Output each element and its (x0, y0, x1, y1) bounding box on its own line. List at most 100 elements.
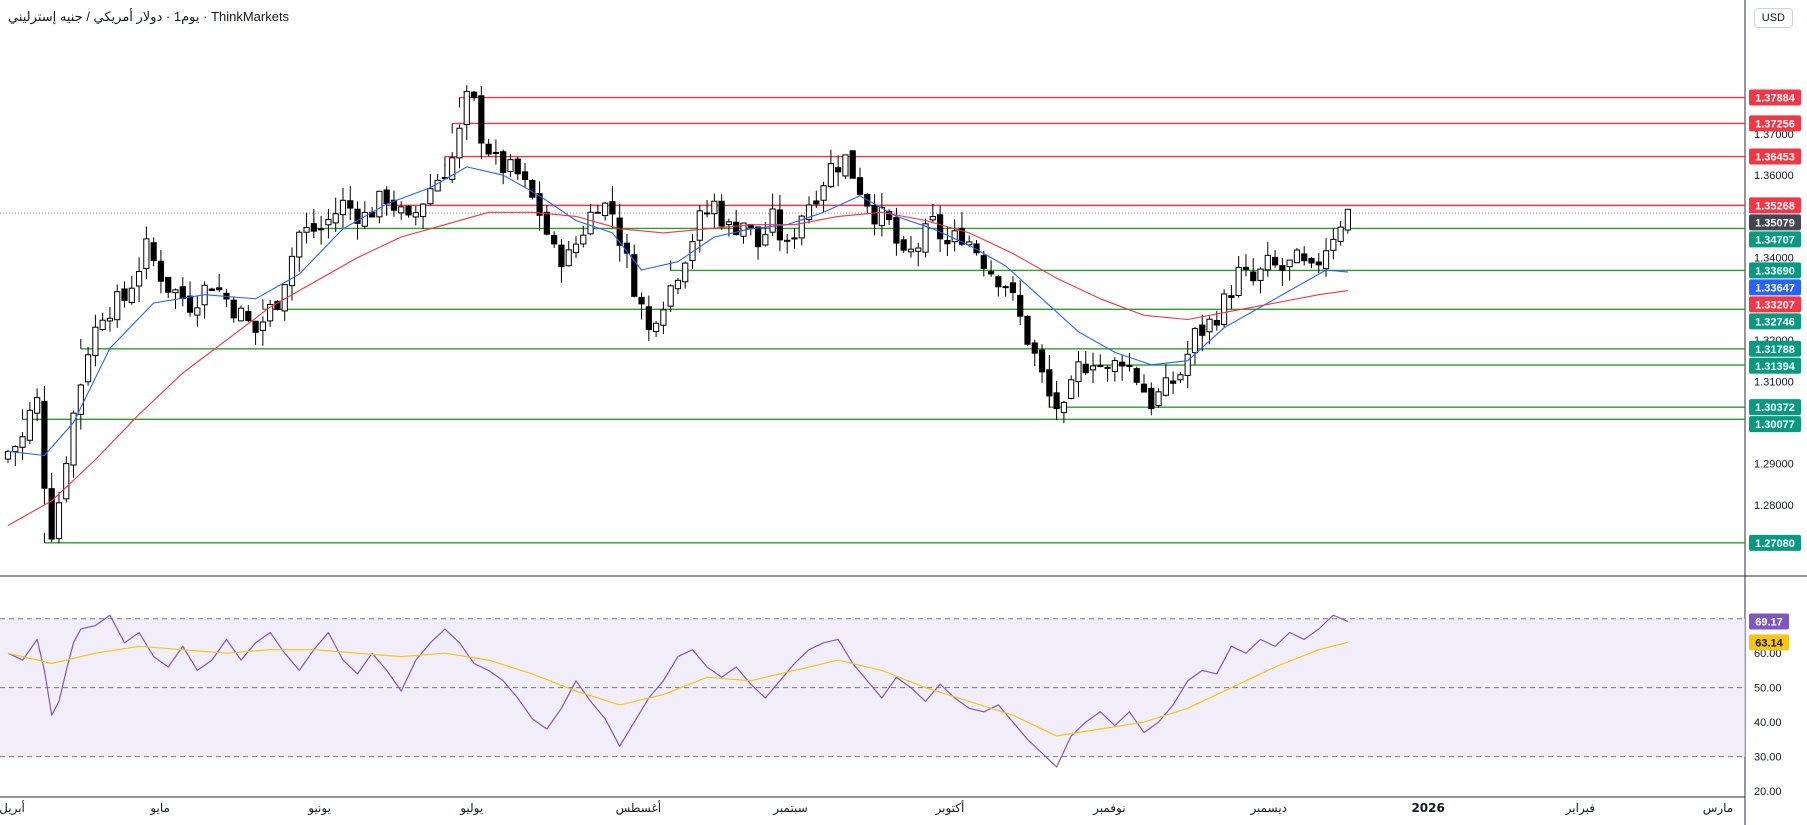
candle-body (310, 223, 317, 232)
candle-body (172, 289, 179, 294)
candle (674, 277, 682, 295)
candle (106, 307, 114, 332)
candle-body (849, 150, 856, 179)
candle (616, 204, 623, 262)
candle-body (572, 243, 580, 254)
candle (900, 236, 907, 254)
candle-body (63, 463, 70, 500)
candle-body (1162, 377, 1169, 396)
candle-body (318, 228, 325, 231)
candle (1315, 253, 1322, 273)
candle (1060, 400, 1067, 424)
currency-button[interactable]: USD (1753, 8, 1793, 28)
badge-text: 1.33207 (1755, 299, 1795, 311)
candle-body (580, 234, 587, 245)
time-tick-label: مارس (1703, 801, 1734, 816)
badge-text: 1.36453 (1755, 152, 1795, 164)
candle-body (419, 203, 427, 218)
candle-body (871, 204, 878, 225)
candle (281, 284, 288, 321)
badge-bg (1749, 313, 1801, 330)
candle-body (339, 199, 347, 216)
candle (805, 196, 813, 224)
candle (543, 205, 550, 236)
candle (85, 347, 92, 386)
rsi-badge: 63.14 (1749, 634, 1789, 651)
candle-body (485, 143, 492, 155)
candle (456, 124, 463, 169)
candle-body (194, 307, 201, 316)
candle (507, 154, 514, 178)
candle-body (1053, 392, 1060, 410)
badge-bg (1749, 262, 1801, 279)
badge-text: 1.35268 (1755, 200, 1795, 212)
time-tick-label: نوفمبر (1092, 801, 1125, 816)
ma_slow-line (7, 211, 1348, 526)
candle-body (347, 200, 354, 209)
badge-text: 1.33690 (1755, 265, 1795, 277)
candle (754, 226, 762, 260)
candle-body (470, 91, 478, 99)
candle-body (92, 326, 99, 357)
candle-body (769, 208, 776, 233)
candle-body (565, 249, 572, 267)
candle (1119, 355, 1126, 381)
rsi_ma-line (7, 641, 1349, 737)
candle-body (288, 255, 296, 287)
price-badge: 1.33647 (1749, 279, 1801, 296)
candle-body (1301, 253, 1308, 262)
candle-body (376, 190, 383, 218)
candle (572, 236, 580, 258)
candle (70, 410, 77, 478)
candle-body (922, 223, 929, 253)
candle (318, 215, 325, 245)
time-tick-label: أكتوبر (935, 800, 965, 816)
candle (1177, 372, 1184, 383)
candle (114, 284, 121, 328)
candle (1191, 327, 1199, 365)
badge-bg (1749, 340, 1801, 357)
candle-body (1097, 364, 1104, 367)
candle-body (245, 311, 252, 322)
candle-body (1060, 401, 1067, 414)
candle-body (602, 202, 609, 217)
candle-body (412, 212, 419, 218)
candle (347, 186, 354, 221)
candle (485, 138, 492, 157)
candle (711, 193, 718, 228)
candle-body (900, 239, 907, 251)
candle (492, 139, 499, 165)
candle (296, 230, 303, 272)
candle (1133, 366, 1140, 386)
time-tick-label: سبتمبر (772, 801, 807, 816)
candle (390, 190, 398, 217)
candle (660, 301, 667, 335)
candle-body (1250, 271, 1257, 282)
candle-body (216, 287, 223, 291)
candle (245, 304, 252, 323)
candle (135, 257, 143, 302)
candle-body (55, 502, 63, 540)
candle-body (383, 189, 390, 205)
price-tick-label: 1.36000 (1754, 170, 1794, 182)
candle (427, 173, 434, 206)
symbol-title[interactable]: يوم1 · دولار أمريكي / جنيه إسترليني · Th… (8, 9, 290, 24)
badge-text: 1.34707 (1755, 234, 1795, 246)
candle-body (1279, 265, 1286, 271)
candle (594, 204, 601, 214)
time-tick-label: أبريل (0, 800, 25, 816)
candle (696, 204, 703, 253)
candle (609, 185, 616, 229)
candle-body (1133, 368, 1140, 383)
candle-body (667, 285, 674, 307)
candle (463, 85, 470, 141)
candle-body (427, 188, 434, 205)
candle-body (434, 179, 441, 192)
candle-body (1046, 369, 1053, 397)
candle-body (1082, 363, 1089, 374)
candle-body (1031, 342, 1038, 354)
candle-body (594, 211, 601, 214)
candle (223, 288, 230, 308)
price-tick-label: 1.34000 (1754, 253, 1794, 265)
